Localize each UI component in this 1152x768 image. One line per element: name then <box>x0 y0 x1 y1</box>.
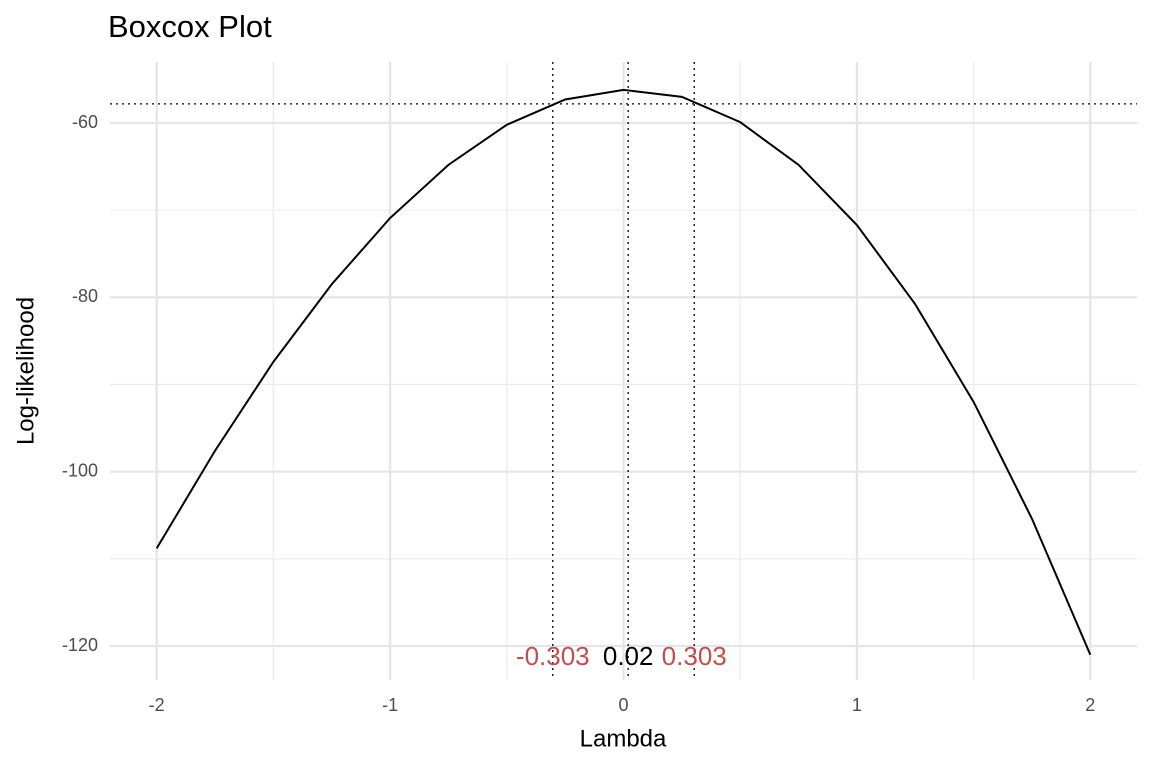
x-tick-label: -1 <box>382 695 398 715</box>
y-axis-label: Log-likelihood <box>12 297 39 445</box>
curve <box>155 88 1092 656</box>
lambda-label: -0.303 <box>516 641 590 671</box>
y-tick-label: -60 <box>72 112 98 132</box>
y-tick-label: -120 <box>62 635 98 655</box>
x-tick-label: 2 <box>1085 695 1095 715</box>
y-tick-label: -80 <box>72 286 98 306</box>
x-tick-label: 0 <box>618 695 628 715</box>
y-tick-label: -100 <box>62 460 98 480</box>
chart-title: Boxcox Plot <box>108 9 272 44</box>
x-axis-label: Lambda <box>580 725 667 752</box>
lambda-label: 0.303 <box>662 641 727 671</box>
lambda-label: 0.02 <box>603 641 654 671</box>
x-tick-label: -2 <box>149 695 165 715</box>
x-tick-label: 1 <box>852 695 862 715</box>
